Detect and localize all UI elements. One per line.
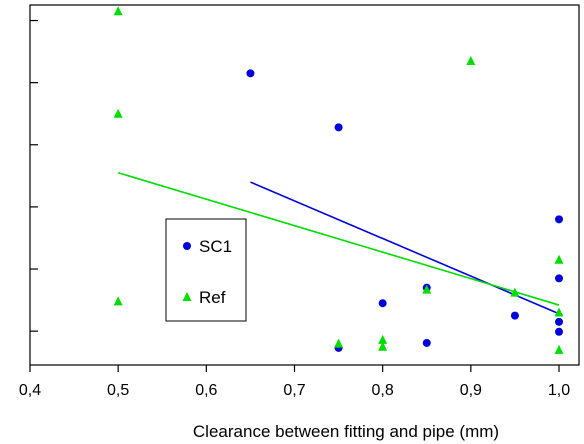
x-axis-label: Clearance between fitting and pipe (mm) bbox=[193, 422, 499, 441]
legend-marker-ref bbox=[182, 292, 192, 302]
trend-line-ref bbox=[117, 171, 560, 306]
data-point-ref bbox=[554, 307, 564, 317]
data-point-ref bbox=[554, 254, 564, 264]
legend-box bbox=[165, 218, 247, 322]
data-point-ref bbox=[113, 108, 123, 118]
x-tick-label: 0,5 bbox=[107, 382, 129, 399]
data-point-sc1 bbox=[422, 338, 431, 347]
trend-line-sc1 bbox=[250, 181, 560, 315]
legend-label-ref: Ref bbox=[199, 288, 226, 307]
x-tick-label: 0,7 bbox=[283, 382, 305, 399]
data-point-ref bbox=[334, 338, 344, 348]
x-tick-label: 0,8 bbox=[372, 382, 394, 399]
x-axis-ticks: 0,4 0,5 0,6 0,7 0,8 0,9 1,0 bbox=[19, 365, 570, 399]
legend-marker-sc1 bbox=[183, 242, 191, 250]
data-point-ref bbox=[378, 341, 388, 351]
data-point-sc1 bbox=[555, 327, 563, 336]
legend-label-sc1: SC1 bbox=[199, 237, 232, 256]
data-point-sc1 bbox=[334, 123, 343, 132]
y-axis-ticks bbox=[30, 19, 38, 332]
x-tick-label: 0,9 bbox=[460, 382, 482, 399]
data-point-ref bbox=[510, 287, 520, 297]
data-points bbox=[113, 6, 564, 354]
x-tick-label: 1,0 bbox=[548, 382, 570, 399]
data-point-ref bbox=[113, 6, 123, 16]
legend: SC1 Ref bbox=[165, 218, 247, 322]
x-tick-label: 0,6 bbox=[195, 382, 217, 399]
plot-frame bbox=[29, 4, 580, 366]
data-point-sc1 bbox=[555, 317, 563, 326]
data-point-sc1 bbox=[378, 299, 387, 308]
data-point-ref bbox=[466, 55, 476, 65]
data-point-sc1 bbox=[555, 215, 563, 224]
data-point-sc1 bbox=[555, 274, 563, 283]
data-point-sc1 bbox=[246, 69, 255, 78]
data-point-ref bbox=[422, 284, 432, 294]
x-tick-label: 0,4 bbox=[19, 382, 41, 399]
trend-lines bbox=[117, 171, 560, 315]
data-point-ref bbox=[113, 296, 123, 306]
data-point-sc1 bbox=[510, 311, 519, 320]
data-point-ref bbox=[554, 344, 564, 354]
plot-area-border bbox=[29, 4, 580, 366]
data-point-ref bbox=[378, 334, 388, 344]
